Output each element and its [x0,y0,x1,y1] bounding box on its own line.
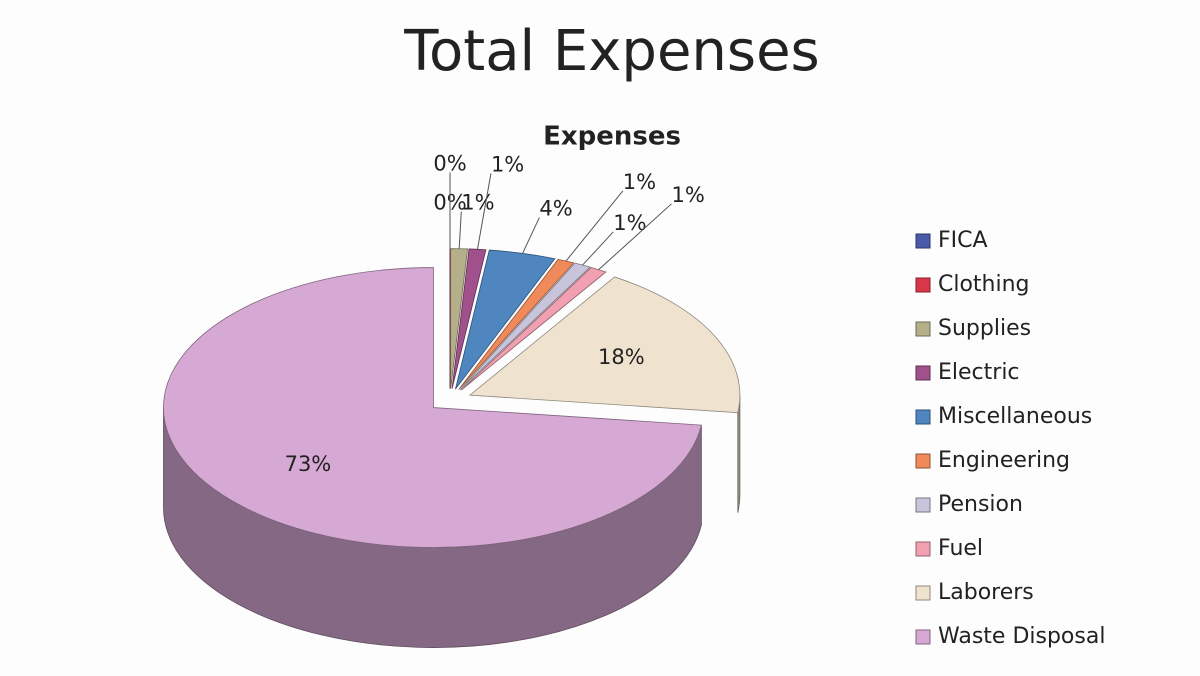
leader-line [582,231,614,266]
legend-swatch [915,497,931,513]
leader-line [565,190,624,262]
data-label: 1% [671,183,704,207]
data-label: 1% [461,191,494,215]
legend-swatch [915,629,931,645]
legend-swatch [915,277,931,293]
legend-label: Fuel [938,536,983,561]
legend-label: Electric [938,360,1020,385]
legend-swatch [915,321,931,337]
legend-label: Pension [938,492,1023,517]
data-label: 1% [623,170,656,194]
legend: FICA Clothing Supplies Electric Miscellaneou… [915,228,1105,649]
pie: 0%0%1%1%4%1%1%1%18%73% [163,151,741,648]
legend-swatch [915,541,931,557]
legend-swatch [915,585,931,601]
pie-slice [460,267,607,391]
legend-label: Supplies [938,316,1031,341]
legend-swatch [915,453,931,469]
legend-label: Laborers [938,580,1034,605]
pie-slice [163,267,702,548]
data-label: 4% [539,196,572,220]
data-label: 18% [598,345,645,369]
pie-slice [455,249,556,390]
legend-label: Waste Disposal [938,624,1105,649]
pie-slice [468,276,741,414]
legend-label: Engineering [938,448,1070,473]
legend-label: Clothing [938,272,1030,297]
data-label: 0% [433,151,466,175]
data-label: 73% [285,452,332,476]
legend-swatch [915,233,931,249]
data-label: 1% [491,152,524,176]
pie-slice [459,262,591,391]
chart-title: Expenses [543,122,681,152]
leader-line [458,211,462,249]
leader-line [598,203,672,271]
leader-line [522,217,540,254]
legend-label: Miscellaneous [938,404,1092,429]
legend-swatch [915,409,931,425]
legend-label: FICA [938,228,988,253]
slide-title: Total Expenses [403,19,819,84]
legend-swatch [915,365,931,381]
leader-line [476,173,492,250]
